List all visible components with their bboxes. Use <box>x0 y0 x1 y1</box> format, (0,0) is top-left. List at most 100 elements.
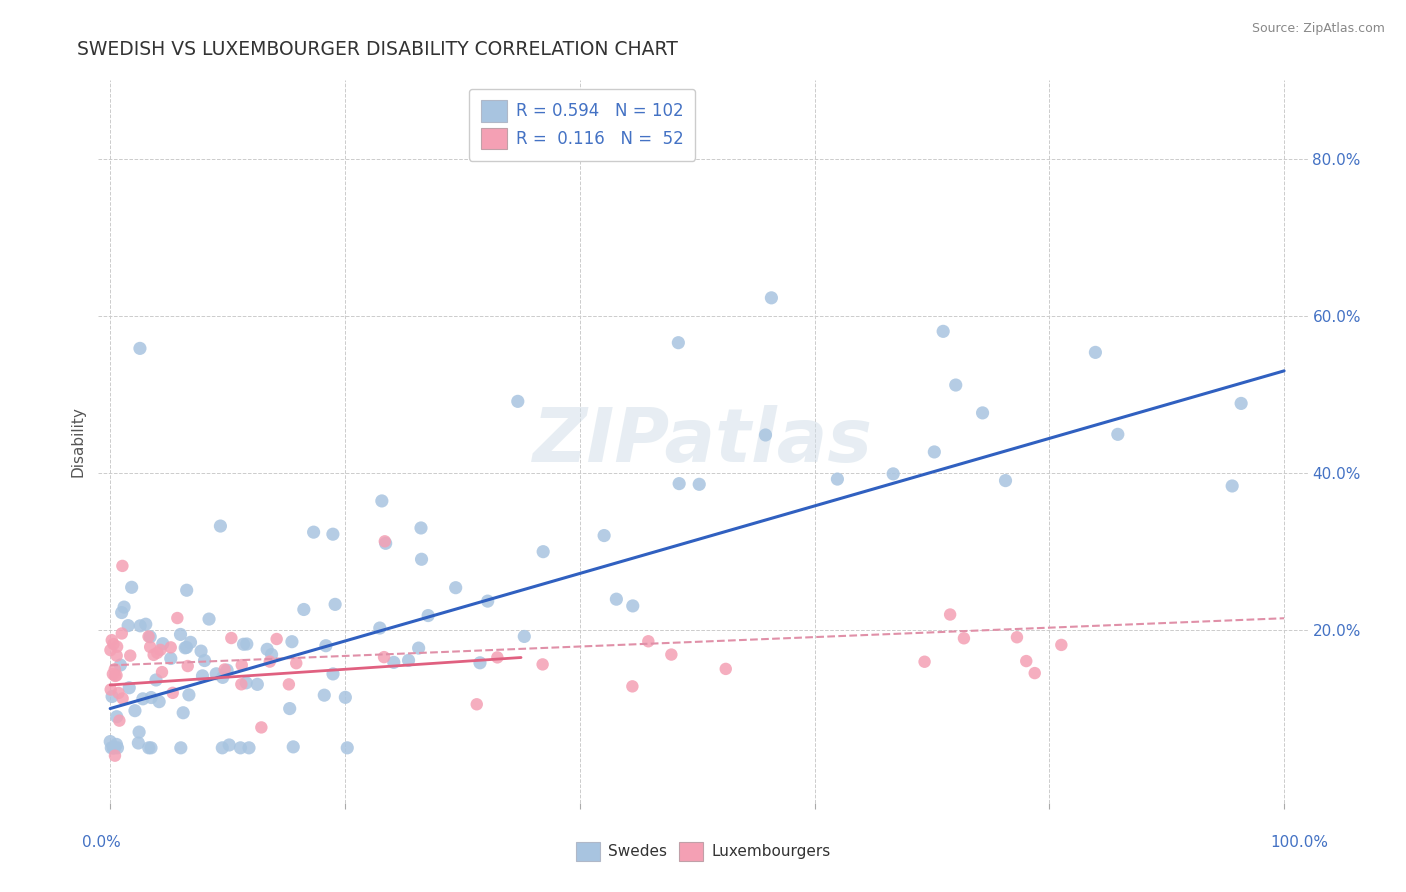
Point <box>135 617 157 632</box>
Point <box>101 633 124 648</box>
Point <box>373 650 395 665</box>
Point <box>103 740 125 755</box>
Point <box>128 725 150 739</box>
Point <box>531 657 554 672</box>
Point <box>138 630 160 644</box>
Point <box>323 598 346 612</box>
Point <box>214 663 236 677</box>
Point <box>322 527 344 541</box>
Point <box>302 525 325 540</box>
Point <box>277 677 299 691</box>
Point <box>118 681 141 695</box>
Point <box>506 394 529 409</box>
Point <box>107 740 129 755</box>
Point <box>994 474 1017 488</box>
Point <box>104 662 127 676</box>
Point <box>281 634 304 648</box>
Point <box>108 714 131 728</box>
Point <box>637 634 659 648</box>
Point <box>924 445 946 459</box>
Point <box>205 666 228 681</box>
Point <box>149 643 172 657</box>
Point <box>945 378 967 392</box>
Point <box>121 580 143 594</box>
Point <box>238 740 260 755</box>
Point <box>932 324 955 338</box>
Point <box>659 648 682 662</box>
Point <box>605 592 627 607</box>
Point <box>104 669 127 683</box>
Point <box>179 635 201 649</box>
Point <box>177 688 200 702</box>
Point <box>1015 654 1038 668</box>
Point <box>127 736 149 750</box>
Point <box>382 656 405 670</box>
Point <box>211 740 233 755</box>
Point <box>914 655 936 669</box>
Point <box>105 640 128 654</box>
Point <box>531 544 554 558</box>
Point <box>231 658 253 673</box>
Y-axis label: Disability: Disability <box>70 406 86 477</box>
Point <box>129 619 152 633</box>
Point <box>100 643 122 657</box>
Point <box>666 335 689 350</box>
Point <box>283 739 305 754</box>
Point <box>314 688 336 702</box>
Point <box>371 494 394 508</box>
Point <box>256 642 278 657</box>
Point <box>335 690 357 705</box>
Point <box>231 677 253 691</box>
Point <box>1084 345 1107 359</box>
Point <box>468 656 491 670</box>
Point <box>172 706 194 720</box>
Point <box>236 637 259 651</box>
Point <box>120 648 142 663</box>
Point <box>111 626 134 640</box>
Point <box>1107 427 1129 442</box>
Point <box>217 663 239 677</box>
Point <box>250 720 273 734</box>
Legend: Swedes, Luxembourgers: Swedes, Luxembourgers <box>569 836 837 867</box>
Point <box>162 686 184 700</box>
Point <box>411 552 433 566</box>
Text: Source: ZipAtlas.com: Source: ZipAtlas.com <box>1251 22 1385 36</box>
Point <box>105 709 128 723</box>
Text: 100.0%: 100.0% <box>1271 836 1329 850</box>
Point <box>117 618 139 632</box>
Point <box>139 630 162 644</box>
Point <box>191 669 214 683</box>
Point <box>104 748 127 763</box>
Point <box>246 677 269 691</box>
Point <box>444 581 467 595</box>
Point <box>141 690 163 705</box>
Point <box>1005 630 1028 644</box>
Point <box>465 698 488 712</box>
Point <box>939 607 962 622</box>
Point <box>170 740 193 755</box>
Point <box>111 558 134 573</box>
Point <box>193 653 215 667</box>
Point <box>111 691 134 706</box>
Point <box>754 428 776 442</box>
Point <box>211 670 233 684</box>
Point <box>235 676 257 690</box>
Point <box>103 740 125 755</box>
Point <box>98 734 121 748</box>
Point <box>513 630 536 644</box>
Point <box>103 740 125 755</box>
Point <box>150 665 173 679</box>
Point <box>152 637 174 651</box>
Point <box>105 738 128 752</box>
Point <box>100 740 122 755</box>
Point <box>105 648 128 663</box>
Point <box>621 599 644 613</box>
Text: 0.0%: 0.0% <box>82 836 121 850</box>
Point <box>398 653 420 667</box>
Point <box>408 641 430 656</box>
Point <box>322 667 344 681</box>
Point <box>621 679 644 693</box>
Text: ZIPatlas: ZIPatlas <box>533 405 873 478</box>
Point <box>174 640 197 655</box>
Point <box>409 521 432 535</box>
